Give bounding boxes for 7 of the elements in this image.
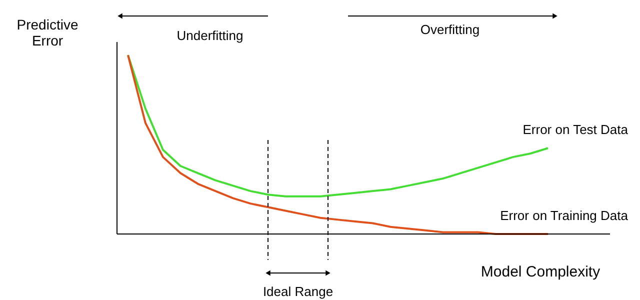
text: Overfitting — [420, 22, 480, 37]
text: Underfitting — [176, 28, 244, 43]
series-label: Error on Training Data — [500, 208, 629, 223]
series-label: Error on Test Data — [522, 122, 629, 138]
x-axis-title: Model Complexity — [480, 264, 601, 280]
y-axis-title: Predictive Error — [16, 16, 78, 48]
text: Ideal Range — [262, 284, 334, 299]
